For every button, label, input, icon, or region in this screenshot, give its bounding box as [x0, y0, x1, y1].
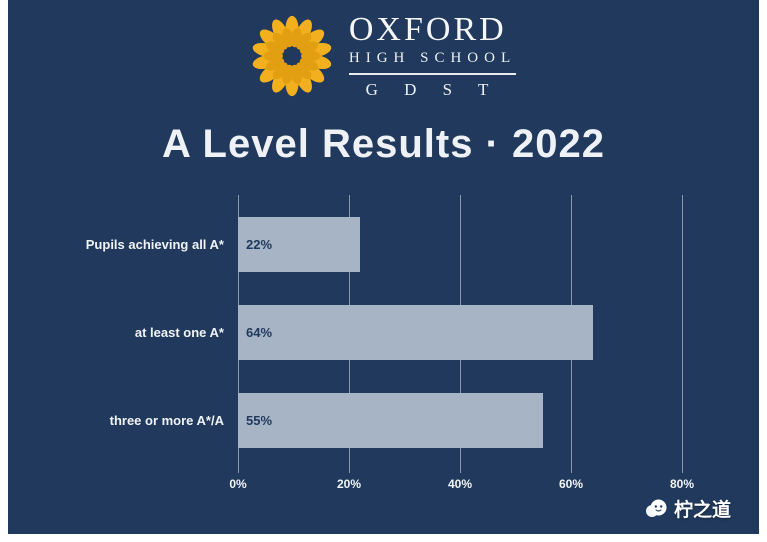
page-title: A Level Results · 2022 [162, 121, 605, 166]
slide-canvas: OXFORD HIGH SCHOOL G D S T A Level Resul… [8, 0, 759, 534]
x-axis: 0% 20% 40% 60% 80% [229, 469, 694, 497]
chart-row: Pupils achieving all A* 22% [38, 201, 682, 289]
bar-value-label: 22% [246, 237, 273, 253]
bar-value-label: 55% [246, 413, 273, 429]
category-label: at least one A* [134, 325, 224, 341]
x-tick-label: 80% [669, 476, 695, 491]
x-tick-label: 40% [447, 476, 473, 491]
sunflower-icon [252, 15, 332, 97]
logo-line-gdst: G D S T [365, 79, 500, 99]
school-logo: OXFORD HIGH SCHOOL G D S T [8, 0, 759, 100]
watermark-text: 柠之道 [673, 500, 731, 521]
category-label: three or more A*/A [109, 413, 224, 429]
bar-chart: Pupils achieving all A* 22% at least one… [38, 194, 694, 497]
chart-rows: Pupils achieving all A* 22% at least one… [38, 194, 683, 473]
bar-track: 22% [238, 217, 682, 273]
chart-row: at least one A* 64% [38, 289, 682, 377]
bar-value-label: 64% [246, 325, 273, 341]
x-tick-label: 20% [336, 476, 362, 491]
x-tick-label: 60% [558, 476, 584, 491]
gridline [682, 194, 683, 473]
bar: 22% [238, 217, 361, 273]
watermark-logo-icon [645, 499, 667, 517]
bar: 55% [238, 393, 544, 449]
x-tick-label: 0% [229, 476, 247, 491]
bar-track: 55% [238, 393, 682, 449]
school-logo-text: OXFORD HIGH SCHOOL G D S T [348, 11, 517, 100]
bar-track: 64% [238, 305, 682, 361]
category-label: Pupils achieving all A* [85, 237, 224, 253]
bar: 64% [238, 305, 594, 361]
logo-divider [348, 72, 517, 75]
logo-line-oxford: OXFORD [348, 11, 507, 48]
logo-line-high-school: HIGH SCHOOL [348, 49, 517, 66]
watermark: 柠之道 [644, 495, 731, 522]
chart-row: three or more A*/A 55% [38, 377, 682, 465]
